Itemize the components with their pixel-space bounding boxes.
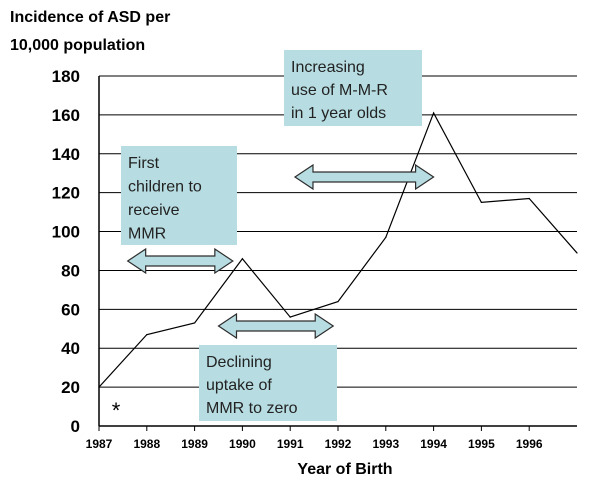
data-point-1988 (146, 334, 148, 336)
x-tick-1993: 1993 (372, 437, 399, 451)
y-tick-100: 100 (52, 223, 80, 242)
y-tick-140: 140 (52, 145, 80, 164)
data-point-1991 (289, 316, 291, 318)
annotation-text-declining-uptake-0: Declining (206, 354, 272, 371)
x-tick-1996: 1996 (516, 437, 543, 451)
y-axis-title-line-2: 10,000 population (10, 37, 145, 54)
data-point-1997 (576, 252, 578, 254)
data-series (98, 111, 578, 388)
y-tick-80: 80 (61, 261, 80, 280)
x-tick-1988: 1988 (133, 437, 160, 451)
y-axis-title-line-1: Incidence of ASD per (10, 9, 170, 26)
annotation-text-first-children-1: children to (128, 179, 202, 196)
arrow-first-children (126, 247, 234, 275)
x-tick-1991: 1991 (277, 437, 304, 451)
y-tick-180: 180 (52, 67, 80, 86)
x-tick-1995: 1995 (468, 437, 495, 451)
data-point-1996 (528, 197, 530, 200)
x-tick-1989: 1989 (181, 437, 208, 451)
x-axis-title: Year of Birth (297, 461, 392, 478)
x-tick-1994: 1994 (420, 437, 447, 451)
x-tick-1987: 1987 (86, 437, 113, 451)
data-point-1989 (194, 322, 196, 324)
x-tick-1992: 1992 (325, 437, 352, 451)
y-tick-60: 60 (61, 300, 80, 319)
annotation-declining-uptake: Declining uptake of MMR to zero (199, 345, 337, 421)
arrow-increasing-use (293, 163, 435, 191)
y-tick-120: 120 (52, 184, 80, 203)
annotation-text-increasing-use-2: in 1 year olds (291, 105, 386, 122)
asterisk-note: * (112, 398, 121, 423)
arrow-declining-uptake (217, 312, 335, 340)
x-tick-labels: 1987 1988 1989 1990 1991 1992 1993 1994 1995 1996 (86, 437, 543, 451)
y-tick-labels: 0 20 40 60 80 100 120 140 160 180 (52, 67, 80, 436)
annotation-box-increasing-use (284, 50, 422, 126)
data-point-1987 (98, 386, 100, 388)
data-point-1993 (385, 236, 387, 238)
annotation-text-increasing-use-1: use of M-M-R (291, 82, 388, 99)
annotation-text-declining-uptake-1: uptake of (206, 377, 272, 394)
x-tick-1990: 1990 (229, 437, 256, 451)
annotation-boxes: First children to receive MMR Declining uptak… (121, 50, 422, 421)
y-tick-20: 20 (61, 378, 80, 397)
annotation-box-declining-uptake (199, 345, 337, 421)
annotation-first-children: First children to receive MMR (121, 146, 237, 245)
annotation-text-declining-uptake-2: MMR to zero (206, 400, 298, 417)
annotation-arrows (126, 163, 435, 340)
annotation-text-first-children-3: MMR (128, 226, 166, 243)
y-tick-40: 40 (61, 339, 80, 358)
axes (98, 76, 577, 431)
data-point-1994 (433, 112, 435, 114)
annotation-increasing-use: Increasing use of M-M-R in 1 year olds (284, 50, 422, 126)
annotation-text-first-children-2: receive (128, 202, 180, 219)
y-tick-160: 160 (52, 106, 80, 125)
data-point-1992 (337, 300, 339, 303)
data-point-1995 (480, 201, 482, 203)
data-point-1990 (241, 258, 243, 260)
y-tick-0: 0 (71, 417, 80, 436)
annotation-text-increasing-use-0: Increasing (291, 59, 365, 76)
annotation-text-first-children-0: First (128, 155, 160, 172)
annotation-box-first-children (121, 146, 237, 245)
